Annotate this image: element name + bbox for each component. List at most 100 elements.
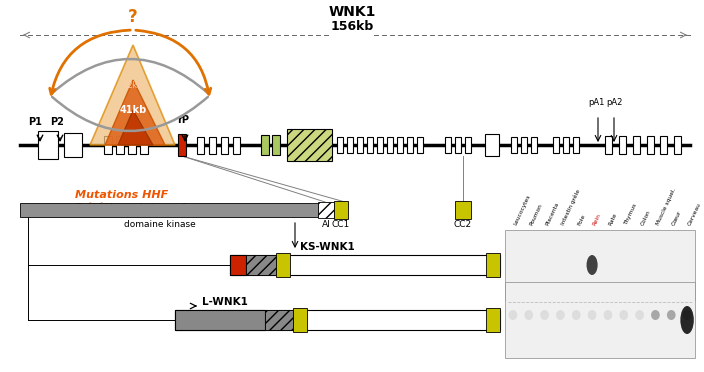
Polygon shape xyxy=(90,45,175,145)
Bar xyxy=(505,230,695,300)
Text: CC1: CC1 xyxy=(332,220,350,229)
Text: Délétions intron 1: Délétions intron 1 xyxy=(75,203,188,213)
Bar xyxy=(261,135,269,155)
Text: KS-WNK1: KS-WNK1 xyxy=(300,242,355,252)
Bar xyxy=(646,136,653,154)
Text: L-WNK1: L-WNK1 xyxy=(202,297,248,307)
Text: Rate: Rate xyxy=(608,212,618,226)
Text: ?: ? xyxy=(128,8,138,26)
Bar xyxy=(619,136,625,154)
Text: 41kb: 41kb xyxy=(120,105,146,115)
Bar xyxy=(220,137,227,154)
Bar xyxy=(486,308,500,332)
Bar xyxy=(38,131,58,159)
Text: domaine kinase: domaine kinase xyxy=(124,220,196,229)
Text: Leucocytes: Leucocytes xyxy=(513,194,532,226)
Text: Cœur: Cœur xyxy=(671,209,683,226)
Bar xyxy=(140,136,148,154)
Text: CC2: CC2 xyxy=(454,220,472,229)
Bar xyxy=(276,253,290,277)
Bar xyxy=(377,137,383,153)
Bar xyxy=(531,137,537,153)
Ellipse shape xyxy=(556,310,565,320)
Ellipse shape xyxy=(680,306,694,334)
Text: Intestin grêle: Intestin grêle xyxy=(560,188,582,226)
Bar xyxy=(20,203,318,217)
Text: Colon: Colon xyxy=(639,209,651,226)
Ellipse shape xyxy=(635,310,644,320)
Text: 156kb: 156kb xyxy=(330,19,374,32)
Bar xyxy=(445,137,451,153)
Text: WNK1: WNK1 xyxy=(328,5,376,19)
Bar xyxy=(573,137,579,153)
Text: Mutations HHF: Mutations HHF xyxy=(75,190,168,200)
Text: 22kb: 22kb xyxy=(124,80,142,90)
Bar xyxy=(521,137,527,153)
Bar xyxy=(417,137,423,153)
Text: P2: P2 xyxy=(50,117,64,127)
Text: P1: P1 xyxy=(28,117,42,127)
Bar xyxy=(178,134,186,156)
Bar xyxy=(357,137,363,153)
Ellipse shape xyxy=(540,310,549,320)
Bar xyxy=(486,253,500,277)
Bar xyxy=(232,137,239,154)
Bar xyxy=(605,136,612,154)
Bar xyxy=(293,308,307,332)
Text: rP: rP xyxy=(177,115,189,125)
Ellipse shape xyxy=(572,310,581,320)
Text: pA2: pA2 xyxy=(606,98,622,107)
Bar xyxy=(407,137,413,153)
Text: Placenta: Placenta xyxy=(545,201,560,226)
Bar xyxy=(553,137,559,153)
Text: AI: AI xyxy=(322,220,330,229)
Ellipse shape xyxy=(651,310,660,320)
Bar xyxy=(246,255,276,275)
Text: pA1: pA1 xyxy=(588,98,604,107)
Bar xyxy=(347,137,353,153)
Bar xyxy=(230,255,246,275)
Text: Cerveau: Cerveau xyxy=(687,201,702,226)
Bar xyxy=(104,136,112,154)
Ellipse shape xyxy=(620,310,628,320)
Text: Thymus: Thymus xyxy=(624,203,638,226)
Bar xyxy=(511,137,517,153)
Text: Rein: Rein xyxy=(592,212,602,226)
Bar xyxy=(455,137,461,153)
Polygon shape xyxy=(118,110,153,145)
Bar xyxy=(318,202,334,218)
Bar xyxy=(230,255,500,275)
Bar xyxy=(272,135,280,155)
Ellipse shape xyxy=(586,255,598,275)
Bar xyxy=(367,137,373,153)
Ellipse shape xyxy=(588,310,596,320)
Ellipse shape xyxy=(667,310,676,320)
Text: Foie: Foie xyxy=(577,213,586,226)
Ellipse shape xyxy=(508,310,517,320)
Bar xyxy=(632,136,639,154)
Bar xyxy=(465,137,471,153)
Bar xyxy=(287,129,332,161)
Ellipse shape xyxy=(683,310,691,320)
Bar xyxy=(175,310,500,330)
Bar xyxy=(116,136,124,154)
Text: Poumon: Poumon xyxy=(529,202,543,226)
Bar xyxy=(660,136,667,154)
Bar xyxy=(334,201,348,219)
Bar xyxy=(674,136,681,154)
Bar xyxy=(397,137,403,153)
Bar xyxy=(128,136,136,154)
Bar xyxy=(387,137,393,153)
Bar xyxy=(337,137,343,153)
Bar xyxy=(485,134,499,156)
Bar xyxy=(505,282,695,358)
Bar xyxy=(64,133,82,157)
Bar xyxy=(196,137,203,154)
Text: Muscle squel.: Muscle squel. xyxy=(655,187,677,226)
Bar xyxy=(563,137,569,153)
Bar xyxy=(265,310,293,330)
Bar xyxy=(208,137,215,154)
Bar xyxy=(175,310,265,330)
Ellipse shape xyxy=(603,310,612,320)
Bar xyxy=(455,201,471,219)
